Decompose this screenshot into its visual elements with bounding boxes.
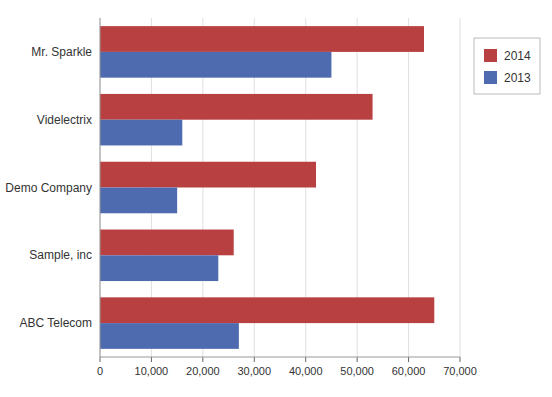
tick-mark bbox=[305, 357, 306, 362]
grid-line bbox=[100, 18, 101, 357]
tick-label: 30,000 bbox=[237, 365, 271, 377]
legend: 2014 2013 bbox=[474, 38, 540, 94]
tick-mark bbox=[202, 357, 203, 362]
x-axis: 0 10,000 20,000 30,000 40,000 50,000 60,000 70,… bbox=[97, 357, 477, 377]
tick-mark bbox=[254, 357, 255, 362]
tick-label: 50,000 bbox=[340, 365, 374, 377]
tick-label: 0 bbox=[97, 365, 103, 377]
bar bbox=[100, 94, 373, 120]
bar bbox=[100, 255, 218, 281]
bar bbox=[100, 162, 316, 188]
tick-label: 70,000 bbox=[443, 365, 477, 377]
y-axis: ABC Telecom Sample, inc Demo Company Videle… bbox=[5, 45, 92, 330]
tick-mark bbox=[408, 357, 409, 362]
tick-label: 40,000 bbox=[289, 365, 323, 377]
tick-mark bbox=[100, 357, 101, 362]
bar bbox=[100, 120, 182, 146]
category-label: Videlectrix bbox=[37, 113, 92, 127]
tick-mark bbox=[151, 357, 152, 362]
tick-label: 10,000 bbox=[135, 365, 169, 377]
bar bbox=[100, 26, 424, 52]
bar bbox=[100, 52, 331, 78]
category-label: Demo Company bbox=[5, 181, 92, 195]
tick-mark bbox=[460, 357, 461, 362]
tick-label: 20,000 bbox=[186, 365, 220, 377]
bar bbox=[100, 297, 434, 323]
tick-mark bbox=[357, 357, 358, 362]
category-label: Mr. Sparkle bbox=[31, 45, 92, 59]
grid bbox=[100, 18, 460, 357]
bars bbox=[100, 26, 434, 349]
x-axis-line bbox=[100, 357, 460, 358]
bar bbox=[100, 323, 239, 349]
bar bbox=[100, 230, 234, 256]
tick-label: 60,000 bbox=[392, 365, 426, 377]
category-label: Sample, inc bbox=[29, 248, 92, 262]
bar bbox=[100, 188, 177, 214]
legend-frame bbox=[474, 38, 540, 94]
category-label: ABC Telecom bbox=[20, 316, 92, 330]
legend-label: 2013 bbox=[504, 71, 531, 85]
legend-swatch bbox=[484, 71, 497, 84]
chart: 0 10,000 20,000 30,000 40,000 50,000 60,000 70,… bbox=[0, 0, 552, 397]
grid-line bbox=[460, 18, 461, 357]
legend-swatch bbox=[484, 49, 497, 62]
legend-label: 2014 bbox=[504, 49, 531, 63]
y-axis-line bbox=[100, 18, 101, 357]
